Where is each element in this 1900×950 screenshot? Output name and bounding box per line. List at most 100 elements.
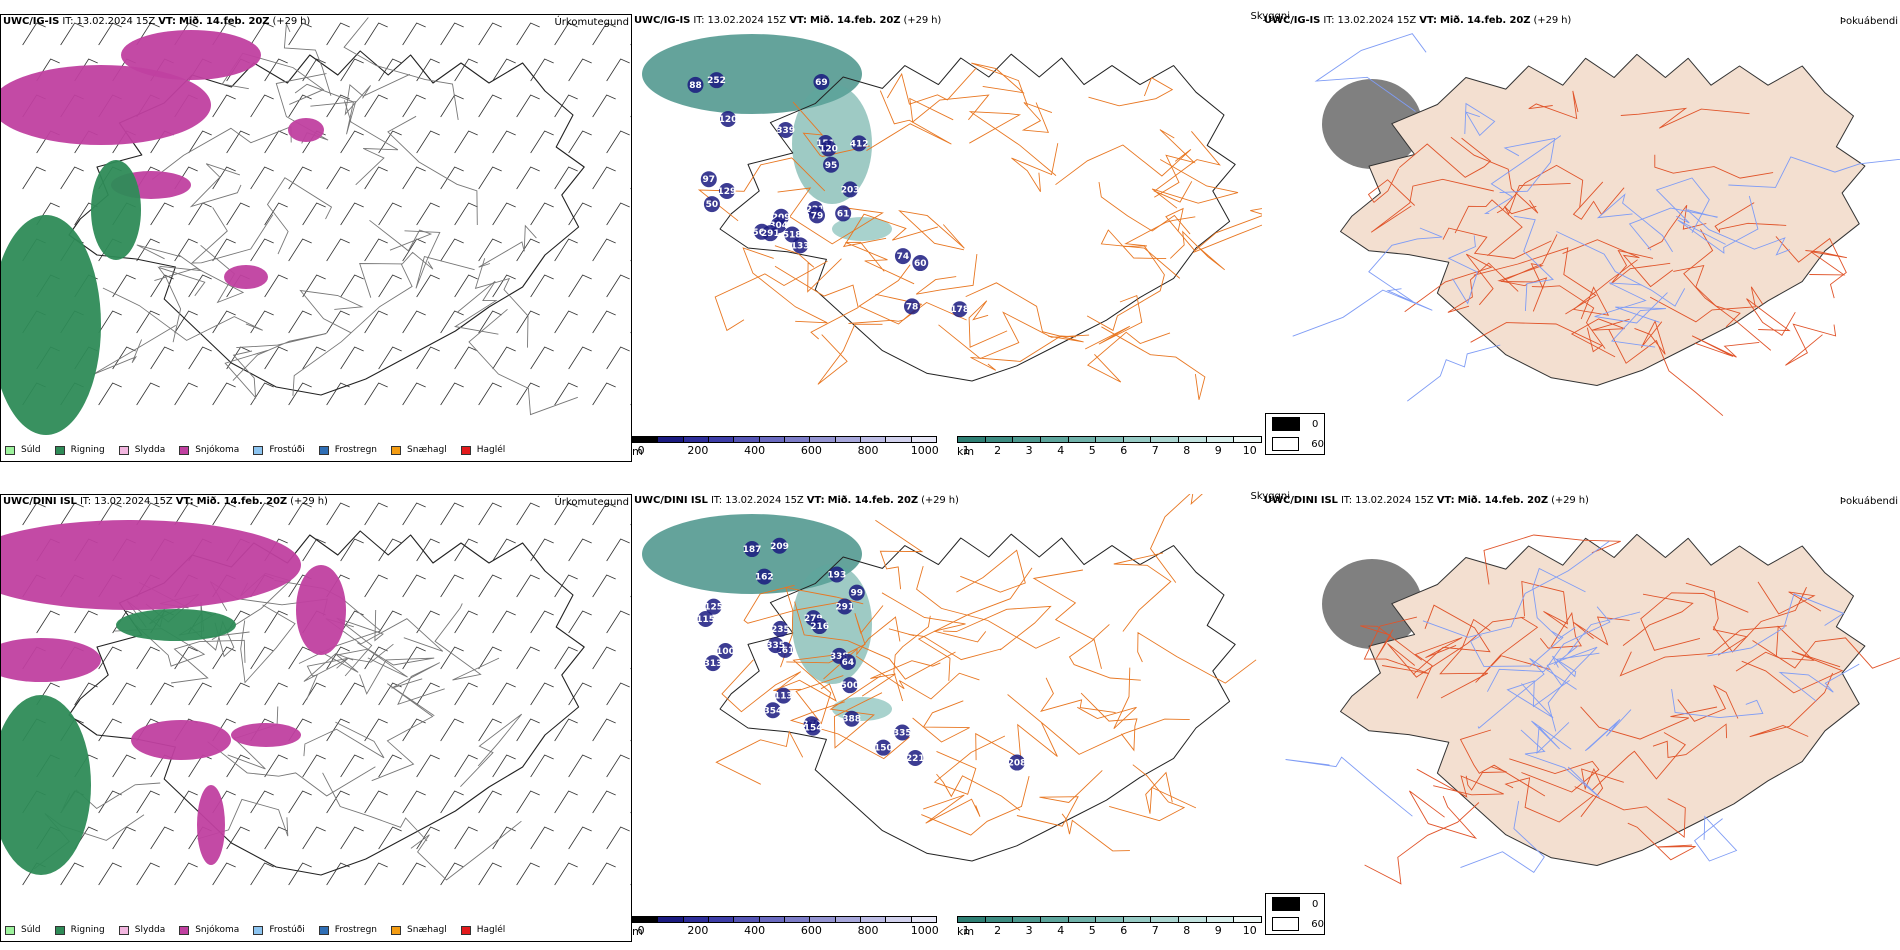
legend-item: Súld [5,445,41,455]
wind-barb [592,238,616,262]
cloud-base-label: 150 [874,744,893,754]
wind-barb [326,166,350,190]
legend-item: Rigning [54,445,105,455]
fog-map [1292,33,1900,417]
cloud-base-marker: 64 [839,653,856,670]
colorbar-cell [633,917,659,922]
iceland-coastline [68,50,585,396]
wind-barb [174,502,198,526]
road-line [189,620,235,658]
wind-barb [416,682,440,706]
road-line [1364,802,1480,885]
wind-barb [592,502,616,526]
wind-barb [516,238,540,262]
cloud-base-label: 235 [771,625,790,635]
cloud-base-dot [756,568,773,585]
legend-swatch [460,925,471,935]
road-line [915,254,978,295]
wind-barb [606,682,630,706]
cloud-base-dot [784,226,801,243]
wind-barb [592,382,616,406]
wind-barb [592,790,616,814]
wind-barb [478,310,502,334]
cloud-base-marker: 193 [827,566,846,583]
cloud-base-dot [705,598,722,615]
road-line [917,567,1033,681]
road-line [898,210,965,251]
legend-item: Rigning [54,925,105,935]
cloud-base-marker: 69 [813,73,830,90]
road-line [1785,323,1837,366]
road-line [1546,646,1598,732]
colorbar-cell [734,917,760,922]
panel-type-label: Þokuábendi [1839,16,1898,27]
road-line [1531,720,1572,755]
cloud-base-dot [836,598,853,615]
cloud-base-dot [828,566,845,583]
road-line [823,616,901,680]
road-line [1360,625,1423,661]
road-line [136,244,203,272]
wind-barb [136,502,160,526]
wind-barb [440,574,464,598]
wind-barb [492,538,516,562]
colorbar-cell [1234,437,1262,442]
cloud-base-dot [875,739,892,756]
iceland-outline-roads [715,494,1257,862]
wind-barb [516,22,540,46]
road-line [460,713,523,788]
colorbar-tick-label: 2 [994,924,1002,937]
road-line [1685,207,1791,256]
snow-area [1,520,301,610]
fog-index-panel: UWC/DINI ISL IT: 13.02.2024 15Z VT: Mið.… [1262,494,1900,950]
road-line [1084,294,1143,350]
wind-barb [378,58,402,82]
cloud-base-label: 125 [704,603,723,613]
wind-barb [22,502,46,526]
wind-barb [416,754,440,778]
legend-swatch [118,445,129,455]
cloud-base-dot [718,182,735,199]
cloud-base-label: 74 [897,252,910,262]
road-line [1086,331,1171,383]
wind-barb [136,646,160,670]
road-line [1370,178,1494,233]
snow-area [1,638,101,682]
road-line [157,266,206,343]
precip-legend: Súld Rigning Slydda Snjókoma Frostúði Frostre… [5,925,519,935]
wind-barb [212,94,236,118]
legend-label: Frostregn [334,445,378,455]
wind-barb [478,94,502,118]
colorbar-tick-label: 600 [800,444,822,457]
wind-barb [264,826,288,850]
road-line [1368,227,1443,302]
road-line [1673,265,1741,328]
colorbar-cell [835,917,861,922]
cloud-base-label: 338 [830,652,849,662]
wind-barb [568,130,592,154]
wind-barb [402,310,426,334]
cloud-base-dot [777,121,794,138]
cloud-base-label: 178 [950,305,969,315]
road-line [1447,262,1519,313]
road-line [1610,249,1671,285]
road-line [1749,672,1834,738]
road-line [1552,652,1600,678]
wind-barb [174,646,198,670]
road-line [1055,144,1192,186]
legend-label: Rigning [70,445,105,455]
wind-barb [454,58,478,82]
cloud-base-dot [720,110,737,127]
legend-item: Frostregn [318,925,377,935]
road-line [1685,582,1748,656]
cloud-base-marker: 97 [700,171,717,188]
road-line [866,90,952,151]
road-line [1151,159,1239,209]
legend-swatch [253,445,264,455]
wind-barb [606,346,630,370]
road-line [387,115,478,226]
road-line [1521,580,1569,629]
iceland-outline-roads [68,17,585,416]
visibility-map: 5672093398841250304971511201296129113369… [642,34,1262,400]
road-line [1367,168,1416,206]
